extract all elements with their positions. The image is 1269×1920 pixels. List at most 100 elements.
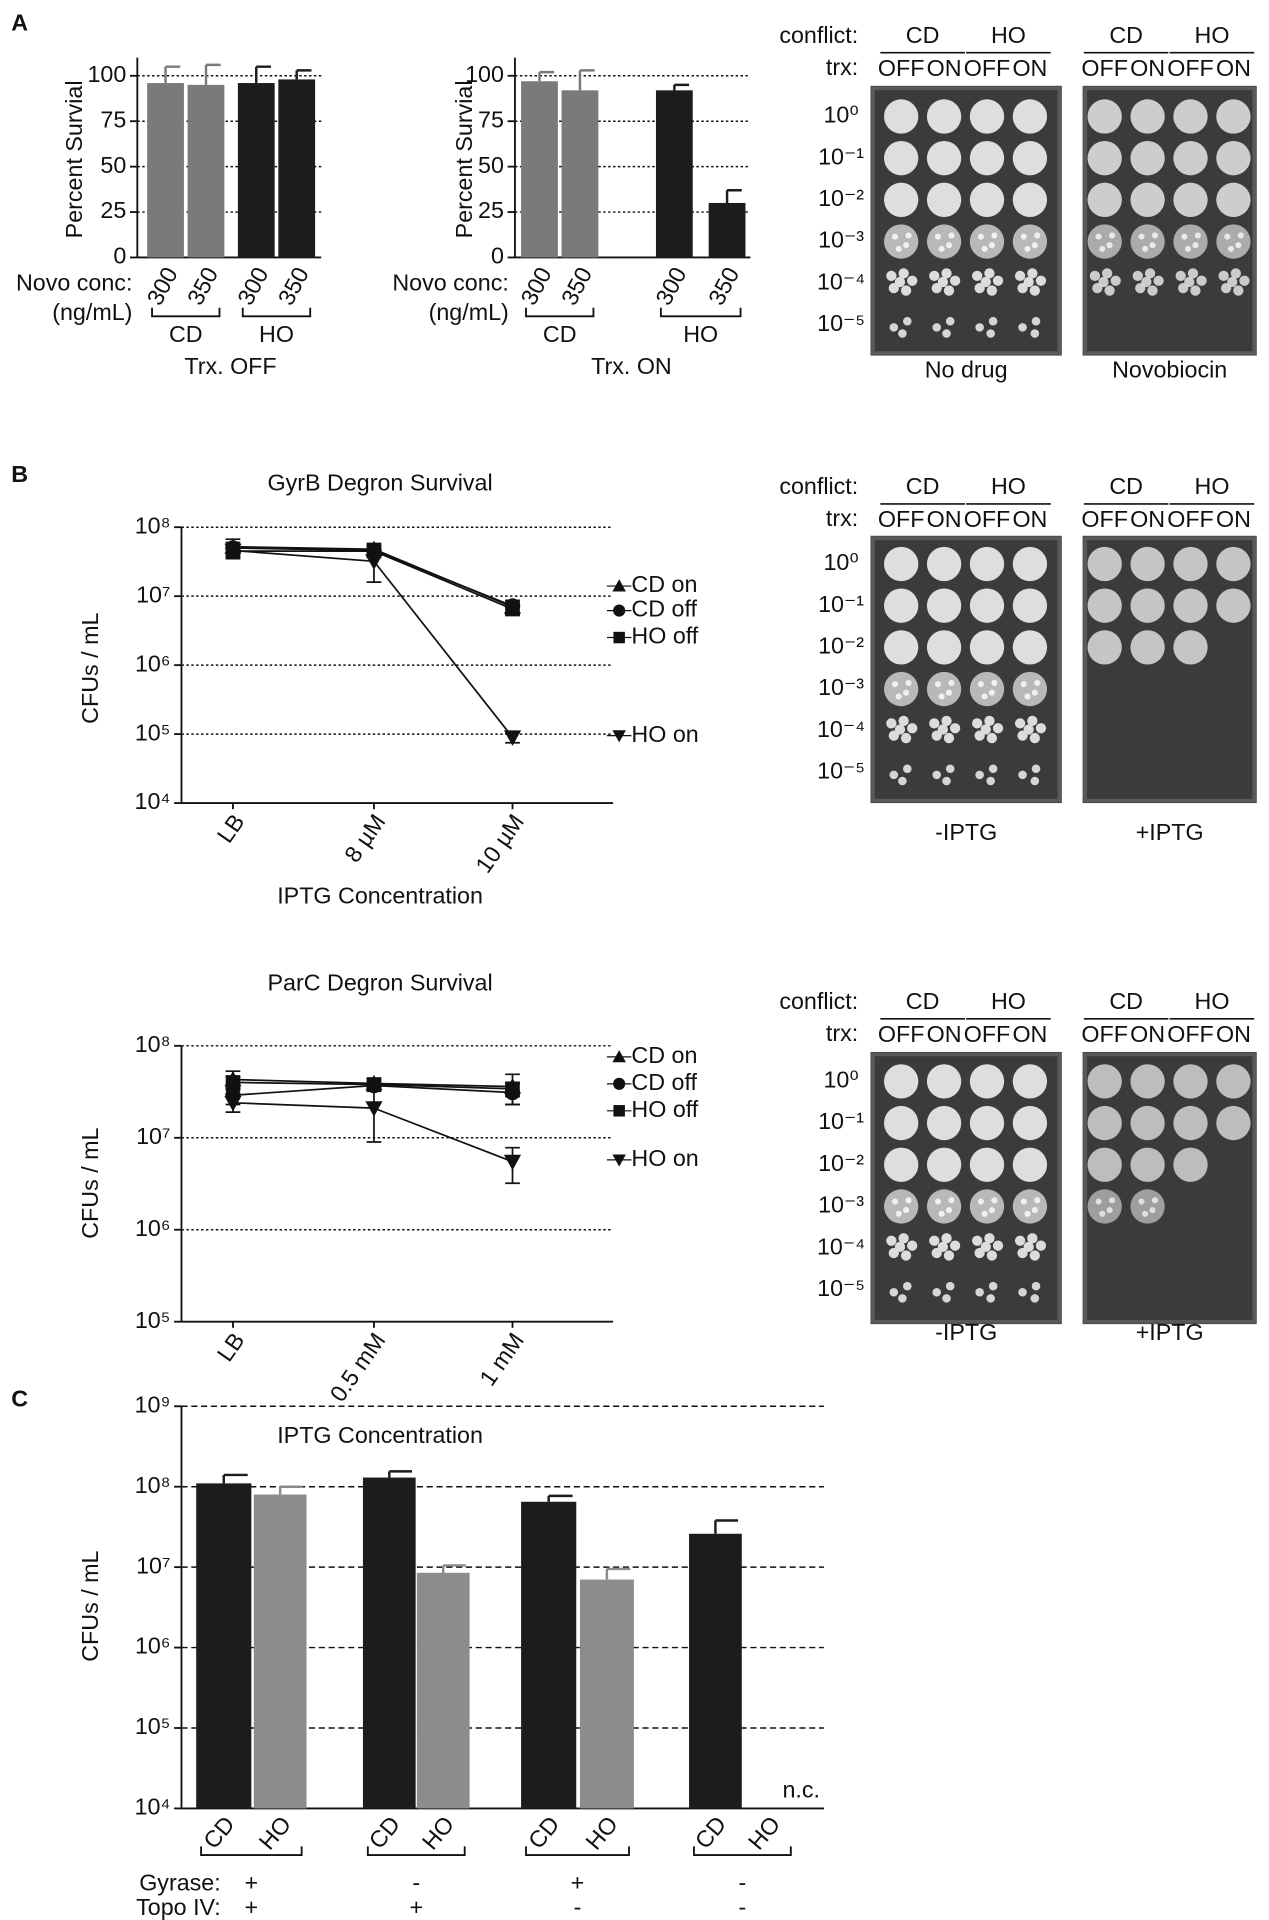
colony: [900, 1250, 912, 1261]
dilution-label: 10⁰: [823, 1067, 858, 1093]
dilution-label: 10⁻¹: [818, 1108, 864, 1134]
x-tick-label: CD: [690, 1811, 732, 1853]
trx-label: trx:: [826, 54, 858, 80]
y-tick-label: 10⁵: [135, 719, 171, 745]
y-tick-label: 100: [465, 61, 504, 87]
series-line: [232, 549, 514, 738]
legend-label: CD off: [631, 596, 697, 622]
colony: [1173, 99, 1208, 134]
bracket: [659, 307, 742, 318]
legend-label: CD on: [631, 571, 697, 597]
bar: [362, 1477, 416, 1809]
y-tick-label: 0: [491, 243, 504, 269]
colony-speck: [981, 245, 988, 252]
colony: [1030, 329, 1040, 338]
error-bar: [714, 1519, 739, 1534]
colony: [969, 1147, 1005, 1182]
y-tick-label: 10⁸: [135, 512, 171, 538]
colony-speck: [945, 242, 953, 249]
y-tick-label: 10⁹: [135, 1391, 171, 1417]
colony: [1173, 588, 1208, 623]
plate-edge: [1083, 536, 1257, 803]
colony: [1130, 140, 1165, 176]
x-axis-unit: (ng/mL): [429, 299, 509, 325]
trx-state: OFF: [878, 506, 925, 532]
colony: [1132, 270, 1143, 282]
bar: [147, 83, 184, 258]
colony: [1012, 99, 1048, 134]
x-tick-label: HO: [254, 1811, 296, 1854]
colony-speck: [1020, 1198, 1027, 1205]
conflict-group: CD: [1109, 22, 1143, 48]
colony: [1144, 268, 1156, 279]
colony: [1141, 276, 1152, 288]
marker: [505, 601, 520, 617]
colony: [1012, 546, 1048, 582]
colony: [1087, 1064, 1122, 1099]
plate-edge: [1083, 1052, 1257, 1324]
colony: [1216, 1105, 1251, 1141]
x-tick-label: 350: [182, 263, 223, 310]
conflict-group: HO: [991, 988, 1026, 1014]
colony: [898, 1233, 909, 1244]
colony: [907, 275, 918, 286]
colony-speck: [1138, 1198, 1145, 1205]
colony: [969, 140, 1005, 176]
colony: [1130, 546, 1165, 582]
dilution-label: 10⁻²: [818, 1150, 864, 1176]
colony-speck: [1224, 233, 1231, 240]
legend-marker: [612, 730, 626, 743]
error-bar: [578, 69, 595, 91]
bar: [655, 90, 693, 258]
colony-speck: [977, 681, 984, 688]
colony-speck: [1020, 681, 1027, 688]
colony-speck: [895, 245, 902, 252]
dilution-label: 10⁻²: [818, 633, 864, 659]
colony: [937, 1241, 949, 1253]
colony-speck: [1192, 242, 1199, 249]
colony: [926, 1105, 962, 1141]
marker: [505, 1081, 520, 1097]
marker: [225, 1075, 241, 1090]
conflict-group: HO: [991, 22, 1026, 48]
colony: [900, 285, 912, 296]
colony: [984, 268, 995, 279]
legend-marker: [612, 1050, 626, 1063]
colony: [969, 182, 1005, 218]
dilution-label: 10⁰: [823, 549, 858, 575]
bracket: [151, 307, 221, 318]
bar: [253, 1494, 307, 1809]
x-tick-label: HO: [743, 1811, 785, 1854]
x-axis-unit: (ng/mL): [52, 299, 132, 325]
group-label: HO: [259, 321, 294, 347]
colony: [986, 776, 995, 786]
colony: [942, 1294, 951, 1303]
plate-caption: -IPTG: [935, 1319, 997, 1345]
colony: [1012, 182, 1048, 218]
colony: [898, 715, 909, 727]
x-tick-label: CD: [364, 1811, 406, 1853]
error-bar: [388, 1470, 412, 1478]
trx-state: OFF: [878, 1021, 925, 1047]
y-tick-label: 75: [100, 106, 126, 132]
colony: [975, 1287, 984, 1297]
trx-state: ON: [1012, 55, 1047, 81]
colony-speck: [981, 693, 988, 700]
y-tick-label: 25: [478, 197, 504, 223]
annotation: n.c.: [782, 1776, 820, 1802]
colony-speck: [1151, 1197, 1159, 1204]
colony-speck: [1237, 232, 1244, 239]
colony: [988, 764, 998, 774]
bar: [579, 1579, 634, 1809]
conflict-label: conflict:: [779, 22, 858, 48]
colony-speck: [945, 689, 953, 696]
colony: [1012, 1189, 1048, 1224]
trx-state: OFF: [1081, 55, 1128, 81]
bar: [237, 83, 275, 258]
colony-speck: [903, 242, 910, 249]
y-tick-label: 10⁶: [135, 1215, 170, 1241]
bar: [196, 1483, 252, 1809]
trx-state: ON: [1216, 1021, 1251, 1047]
colony: [926, 630, 962, 665]
plate-caption: Novobiocin: [1112, 357, 1227, 383]
